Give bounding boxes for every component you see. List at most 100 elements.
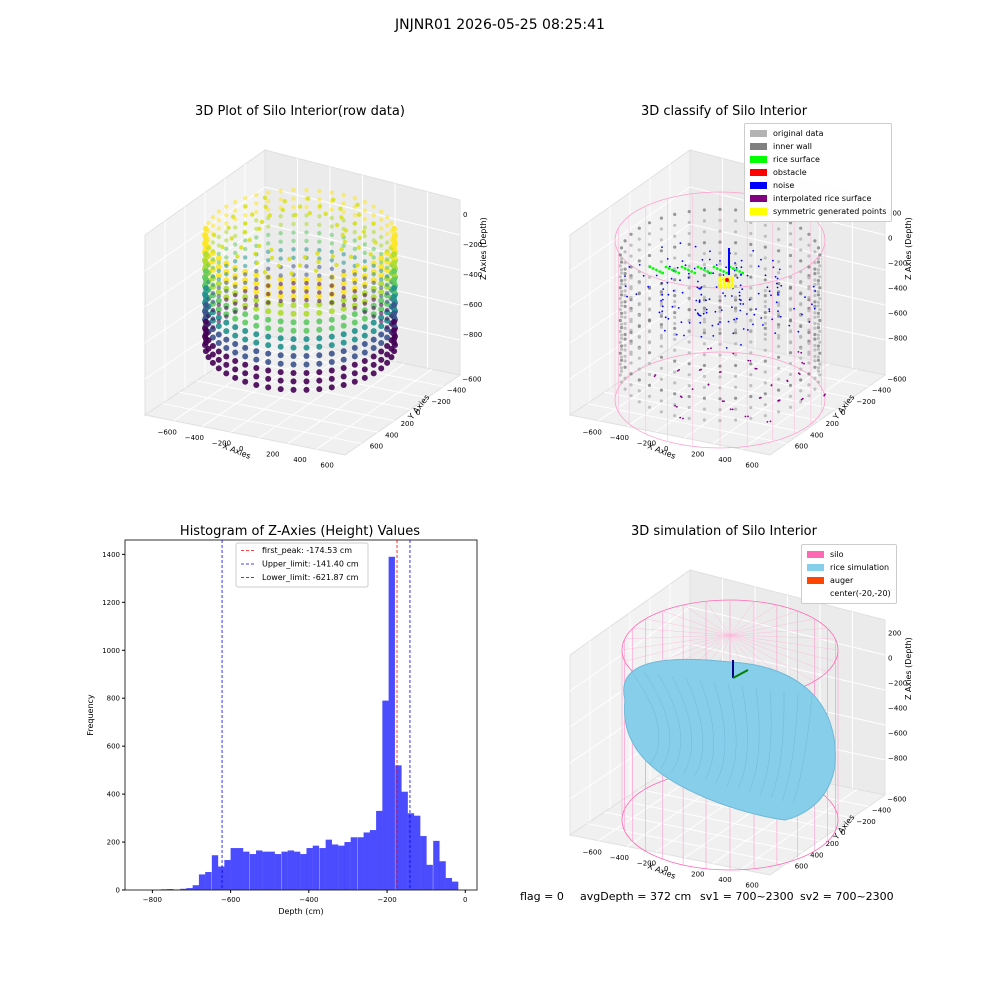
noise-point xyxy=(777,292,779,294)
raw-point xyxy=(253,373,260,380)
legend-item: silo xyxy=(807,548,891,561)
raw-point xyxy=(378,289,385,296)
floor-grid-line xyxy=(655,351,774,433)
wall-point xyxy=(619,282,624,286)
silo-roof-line xyxy=(729,634,839,651)
floor-grid-line xyxy=(638,368,836,410)
raw-point xyxy=(362,242,367,247)
raw-point xyxy=(391,268,398,275)
wall-point xyxy=(799,303,803,307)
x-tick-label: 200 xyxy=(266,450,279,458)
x-tick-label: −200 xyxy=(637,860,656,868)
floor-grid-line xyxy=(587,403,787,445)
noise-point xyxy=(734,262,736,264)
z-tick-label: 0 xyxy=(888,235,892,243)
wall-point xyxy=(788,394,793,398)
wall-point xyxy=(702,273,706,277)
raw-point xyxy=(209,343,216,349)
histogram-bar xyxy=(281,851,288,890)
noise-point xyxy=(813,307,816,310)
wall-point xyxy=(718,353,722,357)
noise-point xyxy=(701,258,704,261)
avg-depth-text: avgDepth = 372 cm xyxy=(580,890,692,903)
noise-point xyxy=(739,309,742,312)
raw-point xyxy=(328,375,335,382)
histogram-bar xyxy=(180,888,187,890)
raw-point xyxy=(210,214,216,220)
interpolated-point xyxy=(798,373,801,375)
raw-point xyxy=(290,361,297,368)
interpolated-point xyxy=(679,395,682,398)
interpolated-point xyxy=(749,359,752,362)
wall-point xyxy=(619,279,624,283)
interpolated-point xyxy=(700,368,702,371)
raw-point xyxy=(303,302,310,309)
z-tick-label: −400 xyxy=(463,271,482,279)
wall-point xyxy=(619,326,624,330)
raw-point xyxy=(243,306,248,311)
raw-point xyxy=(391,285,398,292)
raw-point xyxy=(362,276,367,281)
histogram-bar xyxy=(249,854,257,890)
noise-point xyxy=(700,335,703,338)
histogram-bar xyxy=(312,845,320,890)
raw-point xyxy=(253,314,260,321)
raw-point xyxy=(303,327,310,334)
raw-point xyxy=(223,328,230,335)
raw-point xyxy=(243,196,248,201)
noise-point xyxy=(661,246,663,248)
raw-point xyxy=(362,225,367,230)
raw-point xyxy=(206,279,211,285)
noise-point xyxy=(775,301,778,304)
wall-point xyxy=(619,315,624,319)
wall-point xyxy=(813,239,817,243)
raw-point xyxy=(277,326,284,333)
y-tick-label: −600 xyxy=(462,376,481,384)
y-tick-label: 0 xyxy=(841,829,845,837)
raw-point xyxy=(210,274,216,279)
raw-point xyxy=(253,272,260,278)
raw-point xyxy=(317,248,322,253)
noise-point xyxy=(681,260,684,262)
raw-point xyxy=(254,201,259,206)
wall-point xyxy=(763,315,767,319)
wall-point xyxy=(818,362,822,366)
raw-point xyxy=(254,192,259,198)
wall-point xyxy=(734,374,738,378)
raw-point xyxy=(277,343,284,350)
wall-point xyxy=(813,326,817,330)
raw-point xyxy=(317,273,322,278)
raw-point xyxy=(278,298,283,304)
raw-surface-point xyxy=(356,245,361,250)
raw-point xyxy=(290,310,297,317)
raw-surface-point xyxy=(235,254,240,259)
wall-point xyxy=(734,418,738,422)
histogram-bar xyxy=(420,836,427,890)
wall-point xyxy=(818,329,822,333)
histogram-bar xyxy=(363,832,370,890)
raw-point xyxy=(317,197,322,202)
noise-point xyxy=(779,315,782,318)
rice-surface-point xyxy=(655,268,658,272)
raw-point xyxy=(254,269,259,274)
y-tick-label: −400 xyxy=(872,387,891,395)
histogram-bar xyxy=(414,815,421,890)
wall-point xyxy=(623,282,627,287)
raw-point xyxy=(277,293,284,299)
noise-point xyxy=(688,272,690,275)
legend-swatch xyxy=(750,156,767,163)
noise-point xyxy=(672,289,675,292)
rice-surface-point xyxy=(696,265,700,269)
noise-point xyxy=(699,321,702,324)
raw-point xyxy=(316,343,323,350)
wall-point xyxy=(702,306,706,310)
x-tick-label: 0 xyxy=(664,865,668,873)
wall-point xyxy=(816,268,821,272)
rice-surface-point xyxy=(671,268,674,272)
wall-point xyxy=(734,385,738,389)
raw-point xyxy=(206,305,211,310)
floor-grid-line xyxy=(201,346,321,427)
wall-point xyxy=(718,306,722,310)
rice-surface-point xyxy=(725,271,729,275)
interpolated-point xyxy=(747,415,749,418)
